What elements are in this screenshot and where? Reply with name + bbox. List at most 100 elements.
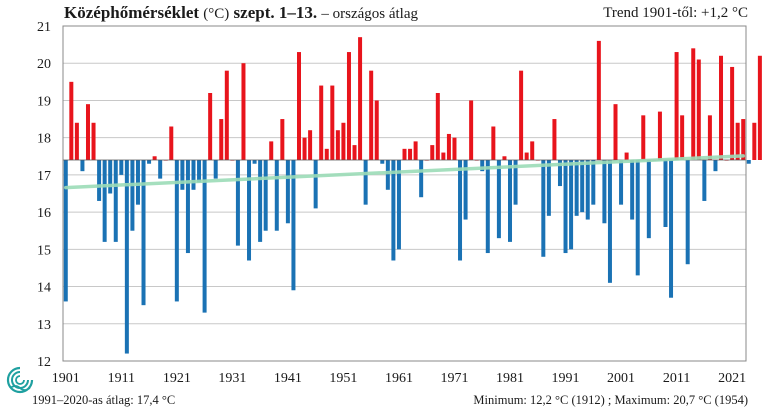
y-tick-label: 20 xyxy=(37,57,51,72)
bar-1964 xyxy=(413,141,418,160)
bar-undefined xyxy=(746,160,751,164)
bar-1939 xyxy=(274,160,279,231)
bar-1952 xyxy=(346,52,351,160)
bar-2022 xyxy=(735,122,740,160)
bar-1995 xyxy=(585,160,590,220)
bar-2015 xyxy=(696,59,701,160)
bar-1949 xyxy=(330,85,335,160)
bar-1957 xyxy=(374,100,379,160)
x-tick-label: 1911 xyxy=(108,371,135,386)
trend-label: Trend 1901-től: +1,2 °C xyxy=(603,5,748,21)
gridlines xyxy=(63,25,746,362)
bar-1962 xyxy=(402,148,407,160)
bar-1913 xyxy=(130,160,135,231)
swirl-logo-icon xyxy=(6,366,34,394)
bar-1990 xyxy=(557,160,562,187)
bar-2005 xyxy=(641,115,646,160)
bar-1932 xyxy=(235,160,240,246)
x-tick-label: 2011 xyxy=(663,371,690,386)
bar-1947 xyxy=(319,85,324,160)
bar-1967 xyxy=(430,145,435,160)
x-tick-label: 1961 xyxy=(385,371,413,386)
bar-1988 xyxy=(546,160,551,216)
bar-1996 xyxy=(591,160,596,205)
bar-2012 xyxy=(680,115,685,160)
bar-1903 xyxy=(74,122,79,160)
chart-title: Középhőmérséklet (°C) szept. 1–13. – ors… xyxy=(64,3,418,23)
y-tick-label: 14 xyxy=(37,281,51,296)
bar-1960 xyxy=(391,160,396,261)
bar-1971 xyxy=(452,137,457,160)
y-tick-label: 21 xyxy=(37,20,51,35)
bar-1961 xyxy=(396,160,401,250)
bar-1956 xyxy=(369,70,374,160)
bar-1972 xyxy=(458,160,463,261)
bar-1983 xyxy=(519,70,524,160)
bar-1942 xyxy=(291,160,296,291)
bar-1945 xyxy=(308,130,313,160)
bar-1994 xyxy=(580,160,585,213)
bar-1984 xyxy=(524,152,529,160)
bar-2021 xyxy=(730,66,735,160)
y-tick-label: 13 xyxy=(37,318,51,333)
y-tick-label: 12 xyxy=(37,355,51,370)
bar-1927 xyxy=(208,93,213,160)
bar-1993 xyxy=(574,160,579,216)
bar-1908 xyxy=(102,160,107,242)
bar-1935 xyxy=(252,160,257,164)
bar-1991 xyxy=(563,160,568,254)
x-tick-label: 1941 xyxy=(274,371,302,386)
x-tick-label: 1931 xyxy=(218,371,246,386)
bar-1922 xyxy=(180,160,185,190)
bar-1970 xyxy=(446,133,451,160)
title-period: szept. 1–13. xyxy=(233,3,318,22)
bar-1933 xyxy=(241,63,246,160)
bar-1920 xyxy=(169,126,174,160)
bar-2013 xyxy=(685,160,690,265)
bar-1921 xyxy=(174,160,179,302)
y-tick-label: 19 xyxy=(37,94,51,109)
x-tick-label: 1991 xyxy=(552,371,580,386)
bar-1954 xyxy=(358,37,363,160)
bar-1999 xyxy=(607,160,612,283)
bar-1902 xyxy=(69,81,74,160)
x-tick-label: 2001 xyxy=(607,371,635,386)
bar-1901 xyxy=(63,160,68,302)
bar-2014 xyxy=(691,48,696,161)
bar-1928 xyxy=(213,160,218,179)
bar-1929 xyxy=(219,119,224,160)
bar-1943 xyxy=(296,52,301,160)
bar-1982 xyxy=(513,160,518,205)
bar-1992 xyxy=(569,160,574,250)
bar-1930 xyxy=(224,70,229,160)
bar-1915 xyxy=(141,160,146,306)
bar-2011 xyxy=(674,52,679,160)
bar-1955 xyxy=(363,160,368,205)
bar-2023 xyxy=(741,119,746,160)
bar-1974 xyxy=(469,100,474,160)
y-tick-label: 16 xyxy=(37,206,51,221)
bar-1989 xyxy=(552,119,557,160)
bar-2004 xyxy=(635,160,640,276)
bar-1973 xyxy=(463,160,468,220)
trend-line xyxy=(64,154,745,190)
bar-1907 xyxy=(97,160,102,201)
bar-2017 xyxy=(707,115,712,160)
bar-2018 xyxy=(713,160,718,172)
plot-frame xyxy=(62,25,747,362)
bars xyxy=(63,37,762,354)
bar-1948 xyxy=(324,148,329,160)
bar-1938 xyxy=(269,141,274,160)
bar-undefined xyxy=(757,55,762,160)
bar-1978 xyxy=(491,126,496,160)
bar-1906 xyxy=(91,122,96,160)
y-tick-label: 15 xyxy=(37,243,51,258)
bar-1953 xyxy=(352,145,357,160)
bar-2001 xyxy=(619,160,624,205)
bar-1940 xyxy=(280,119,285,160)
bar-1965 xyxy=(419,160,424,198)
bar-2016 xyxy=(702,160,707,201)
bar-1911 xyxy=(119,160,124,175)
bar-1936 xyxy=(258,160,263,242)
